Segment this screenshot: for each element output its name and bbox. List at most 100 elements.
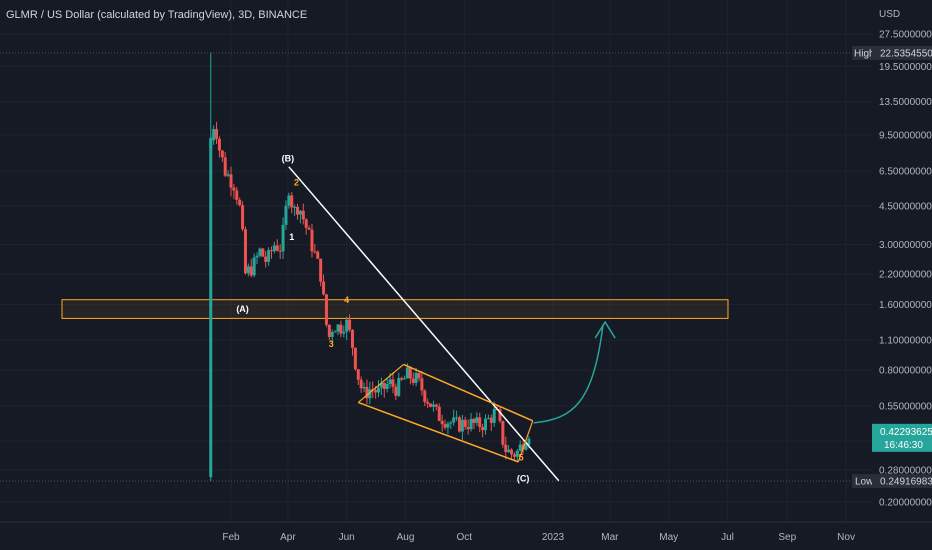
candle-body bbox=[298, 210, 302, 215]
candle-body bbox=[368, 389, 372, 399]
trendline bbox=[288, 166, 560, 482]
price-tick-label: 2.20000000 bbox=[879, 270, 932, 281]
price-tick-label: 6.50000000 bbox=[879, 167, 932, 178]
price-tick-label: 0.28000000 bbox=[879, 466, 932, 477]
candle-body bbox=[339, 324, 343, 334]
candle-body bbox=[486, 417, 490, 419]
candle-body bbox=[241, 205, 245, 230]
candle-body bbox=[403, 378, 407, 380]
time-tick-label: 2023 bbox=[542, 532, 565, 543]
low-badge: Low 0.24916983 bbox=[852, 474, 932, 489]
candle-body bbox=[319, 258, 323, 282]
high-label-box bbox=[852, 45, 872, 60]
candle-body bbox=[452, 417, 456, 423]
arrow-head bbox=[594, 320, 616, 339]
candle-body bbox=[226, 174, 230, 176]
candle-body bbox=[512, 454, 516, 457]
drawings bbox=[288, 166, 616, 482]
candle-body bbox=[333, 331, 337, 333]
candle-body bbox=[374, 390, 378, 393]
candle-body bbox=[472, 418, 476, 423]
candle-body bbox=[345, 319, 349, 332]
time-tick-label: Sep bbox=[778, 532, 796, 543]
candle-body bbox=[449, 422, 453, 424]
candle-body bbox=[252, 257, 256, 276]
candle-body bbox=[408, 367, 412, 379]
candle-body bbox=[359, 379, 363, 389]
candle-body bbox=[287, 195, 291, 206]
candle-body bbox=[460, 419, 464, 432]
candle-body bbox=[365, 387, 369, 399]
candle-body bbox=[267, 250, 271, 262]
candle-body bbox=[515, 450, 519, 457]
candle-body bbox=[385, 383, 389, 389]
price-tick-label: 13.50000000 bbox=[879, 97, 932, 108]
candle-body bbox=[431, 404, 435, 407]
candle-body bbox=[397, 378, 401, 396]
candle-body bbox=[379, 382, 383, 388]
candle-body bbox=[356, 369, 360, 380]
resistance-zone bbox=[61, 299, 729, 319]
candle-body bbox=[290, 195, 294, 208]
plot-area[interactable] bbox=[0, 0, 872, 522]
price-tick-label: 1.60000000 bbox=[879, 300, 932, 311]
candle-body bbox=[391, 379, 395, 387]
candle-body bbox=[261, 248, 265, 257]
candle-body bbox=[377, 387, 381, 393]
candle-body bbox=[255, 255, 259, 258]
wave-label-B: (B) bbox=[282, 153, 295, 163]
price-tick-label: 3.00000000 bbox=[879, 240, 932, 251]
price-tick-label: 0.20000000 bbox=[879, 498, 932, 509]
candle-body bbox=[478, 417, 482, 428]
candle-body bbox=[232, 187, 236, 191]
candle-body bbox=[420, 378, 424, 391]
price-tick-label: 27.50000000 bbox=[879, 30, 932, 41]
candle-body bbox=[301, 210, 305, 220]
candle-body bbox=[362, 387, 366, 389]
candle-body bbox=[281, 224, 285, 252]
wave-label-C: (C) bbox=[517, 474, 530, 484]
candle-body bbox=[348, 319, 352, 330]
chart-title: GLMR / US Dollar (calculated by TradingV… bbox=[6, 9, 308, 21]
candle-body bbox=[446, 423, 450, 428]
candle-body bbox=[272, 245, 276, 252]
high-value-box bbox=[872, 45, 932, 60]
candle-body bbox=[388, 379, 392, 384]
candle-body bbox=[215, 129, 219, 139]
candle-body bbox=[275, 245, 279, 251]
candle-body bbox=[235, 190, 239, 200]
currency-label: USD bbox=[879, 9, 900, 20]
candle-body bbox=[394, 386, 398, 396]
candle-body bbox=[296, 206, 300, 215]
last-price-countdown: 16:46:30 bbox=[884, 440, 923, 451]
candle-body bbox=[527, 438, 531, 445]
price-axis[interactable]: 27.50000000 19.50000000 13.50000000 9.50000… bbox=[852, 0, 932, 550]
candle-body bbox=[382, 382, 386, 389]
candle-body bbox=[405, 367, 409, 379]
candle-body bbox=[307, 227, 311, 230]
candle-body bbox=[223, 157, 227, 176]
candle-body bbox=[322, 281, 326, 295]
price-tick-label: 4.50000000 bbox=[879, 202, 932, 213]
wave-label-2: 2 bbox=[294, 177, 299, 187]
channel-left-edge bbox=[357, 364, 404, 403]
low-value: 0.24916983 bbox=[880, 477, 932, 488]
candle-body bbox=[417, 372, 421, 379]
candle-body bbox=[336, 324, 340, 332]
candle-body bbox=[353, 347, 357, 370]
high-value: 22.53545502 bbox=[880, 48, 932, 59]
last-price-value: 0.42293625 bbox=[880, 427, 932, 438]
candle-body bbox=[310, 229, 314, 252]
candle-body bbox=[411, 378, 415, 383]
candle-body bbox=[246, 266, 250, 274]
candle-body bbox=[264, 256, 268, 262]
candle-body bbox=[217, 138, 221, 151]
time-tick-label: Jul bbox=[721, 532, 734, 543]
candles bbox=[209, 52, 531, 482]
low-label-box bbox=[852, 474, 872, 489]
candle-body bbox=[316, 251, 320, 259]
wave-label-5: 5 bbox=[519, 452, 524, 462]
candle-body bbox=[481, 427, 485, 431]
time-axis[interactable]: Feb Apr Jun Aug Oct 2023 Mar May Jul Sep Nov bbox=[0, 521, 932, 543]
